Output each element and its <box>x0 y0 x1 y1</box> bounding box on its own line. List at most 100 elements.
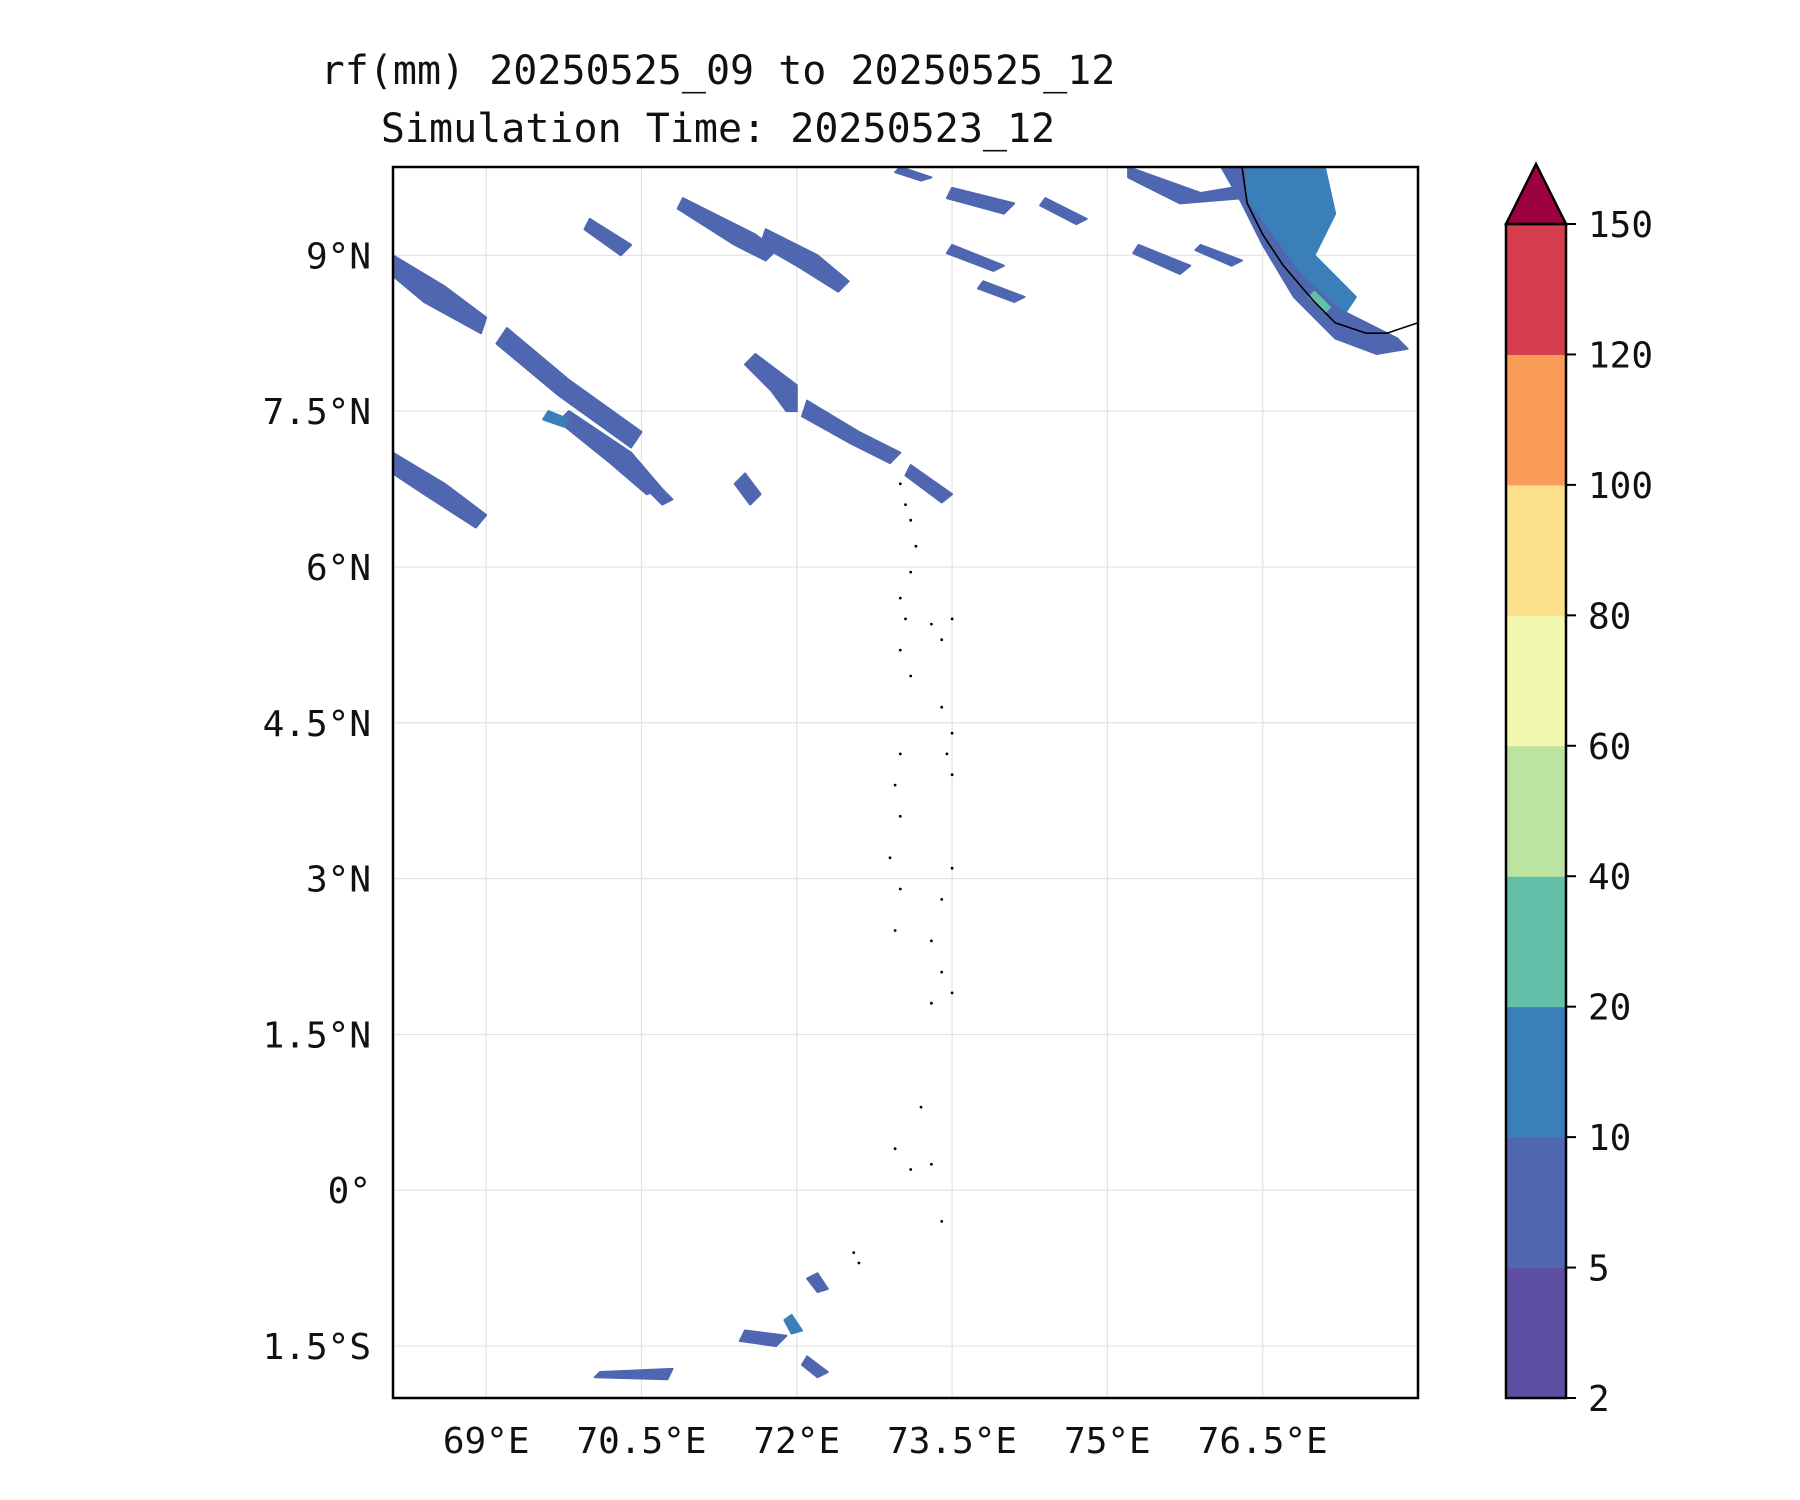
island-dot-24 <box>930 939 933 943</box>
coastline <box>1241 167 1418 334</box>
rain-contour-5-10-0 <box>393 254 488 335</box>
island-dot-12 <box>940 705 944 709</box>
rain-contour-5-10-4 <box>583 217 633 257</box>
island-dot-1 <box>904 503 907 506</box>
island-dot-22 <box>950 866 954 870</box>
rain-contour-5-10-16 <box>977 280 1026 303</box>
island-dot-16 <box>898 752 902 756</box>
island-dot-32 <box>852 1251 856 1254</box>
rain-contour-5-10-6 <box>759 228 850 293</box>
island-dot-31 <box>930 1162 933 1166</box>
island-dot-30 <box>909 1168 913 1171</box>
coastline-segment-0 <box>1241 167 1418 334</box>
island-dot-13 <box>950 731 954 735</box>
rain-contour-5-10-8 <box>801 399 902 465</box>
latitude-tick-labels: 9°N 7.5°N 6°N 4.5°N 3°N 1.5°N 0° 1.5°S <box>263 236 371 1368</box>
colorbar-label-5: 5 <box>1588 1249 1610 1290</box>
rainfall-contours <box>393 167 1409 1381</box>
island-dot-33 <box>857 1261 861 1265</box>
island-dot-27 <box>930 1001 933 1005</box>
rain-contour-5-10-15 <box>945 243 1005 272</box>
map-frame <box>391 165 1420 1400</box>
rain-contour-5-10-11 <box>635 467 674 506</box>
island-dot-14 <box>945 752 949 756</box>
lat-tick-1-5-s: 1.5°S <box>263 1327 371 1368</box>
island-dot-8 <box>940 638 944 642</box>
map-title: rf(mm) 20250525_09 to 20250525_12 Simula… <box>0 42 1436 158</box>
lat-tick-0: 0° <box>328 1171 371 1212</box>
lon-tick-73-5-e: 73.5°E <box>887 1421 1017 1462</box>
island-dot-23 <box>893 929 897 932</box>
colorbar-label-120: 120 <box>1588 335 1653 376</box>
lon-tick-69-e: 69°E <box>443 1421 530 1462</box>
island-dot-25 <box>940 970 944 974</box>
island-dot-26 <box>950 991 954 995</box>
lat-tick-6-n: 6°N <box>306 548 371 589</box>
lat-tick-3-n: 3°N <box>306 860 371 901</box>
island-dot-9 <box>950 617 954 621</box>
lat-tick-1-5-n: 1.5°N <box>263 1015 371 1056</box>
colorbar-swatch-80-100 <box>1506 484 1566 616</box>
island-dot-17 <box>893 783 897 787</box>
colorbar-swatch-5-10 <box>1506 1137 1566 1269</box>
island-dot-2 <box>909 518 913 522</box>
rain-contour-10-20-25 <box>1246 167 1357 314</box>
island-dot-18 <box>898 814 902 818</box>
rain-contour-5-10-5 <box>676 197 778 262</box>
island-dot-28 <box>919 1105 923 1109</box>
title-line-1: rf(mm) 20250525_09 to 20250525_12 <box>320 48 1116 94</box>
rain-contour-5-10-9 <box>904 464 954 504</box>
gridlines <box>393 167 1418 1398</box>
rain-contour-5-10-12 <box>945 186 1016 215</box>
island-dot-34 <box>940 1220 944 1223</box>
colorbar-label-80: 80 <box>1588 596 1631 637</box>
colorbar-label-100: 100 <box>1588 466 1653 507</box>
colorbar-frame <box>1504 222 1568 1400</box>
colorbar-label-2: 2 <box>1588 1379 1610 1420</box>
lat-tick-4-5-n: 4.5°N <box>263 704 371 745</box>
islands <box>852 482 954 1265</box>
rain-contour-5-10-18 <box>1194 243 1243 267</box>
colorbar-swatch-60-80 <box>1506 615 1566 747</box>
island-dot-10 <box>898 648 902 652</box>
colorbar-swatch-10-20 <box>1506 1006 1566 1138</box>
rain-contour-5-10-10 <box>733 472 762 506</box>
island-dot-3 <box>914 544 918 548</box>
rain-contour-5-10-19 <box>806 1272 829 1293</box>
colorbar-swatch-120-150 <box>1506 224 1566 355</box>
lat-tick-9-n: 9°N <box>306 236 371 277</box>
longitude-tick-labels: 69°E 70.5°E 72°E 73.5°E 75°E 76.5°E <box>443 1421 1328 1462</box>
island-dot-7 <box>930 622 933 626</box>
rain-contour-5-10-2 <box>495 327 643 449</box>
lon-tick-72-e: 72°E <box>753 1421 840 1462</box>
island-dot-19 <box>888 856 892 860</box>
colorbar-label-40: 40 <box>1588 857 1631 898</box>
lon-tick-75-e: 75°E <box>1064 1421 1151 1462</box>
rain-contour-5-10-20 <box>801 1355 829 1379</box>
island-dot-6 <box>904 617 907 621</box>
rain-contour-5-10-17 <box>1132 243 1192 275</box>
colorbar-swatch-100-120 <box>1506 354 1566 486</box>
colorbar-label-150: 150 <box>1588 205 1653 246</box>
rain-contour-5-10-1 <box>393 451 488 529</box>
colorbar-swatch-20-40 <box>1506 876 1566 1008</box>
island-dot-21 <box>940 898 944 901</box>
colorbar-label-20: 20 <box>1588 988 1631 1029</box>
island-dot-0 <box>898 482 902 486</box>
island-dot-4 <box>909 570 913 574</box>
rain-contour-5-10-7 <box>744 353 798 413</box>
rain-contour-10-20-26 <box>542 410 570 428</box>
colorbar-extend-triangle <box>1503 161 1569 226</box>
map-plot-area <box>391 165 1420 1400</box>
rain-contour-5-10-14 <box>1039 197 1088 226</box>
title-line-2: Simulation Time: 20250523_12 <box>380 106 1056 152</box>
lon-tick-70-5-e: 70.5°E <box>576 1421 706 1462</box>
map-background <box>393 167 1418 1398</box>
lon-tick-76-5-e: 76.5°E <box>1198 1421 1328 1462</box>
island-dot-11 <box>909 674 913 678</box>
rain-contour-10-20-27 <box>783 1313 803 1335</box>
island-dot-5 <box>898 596 902 600</box>
island-dot-29 <box>893 1147 897 1151</box>
colorbar-label-10: 10 <box>1588 1118 1631 1159</box>
island-dot-20 <box>898 887 902 891</box>
